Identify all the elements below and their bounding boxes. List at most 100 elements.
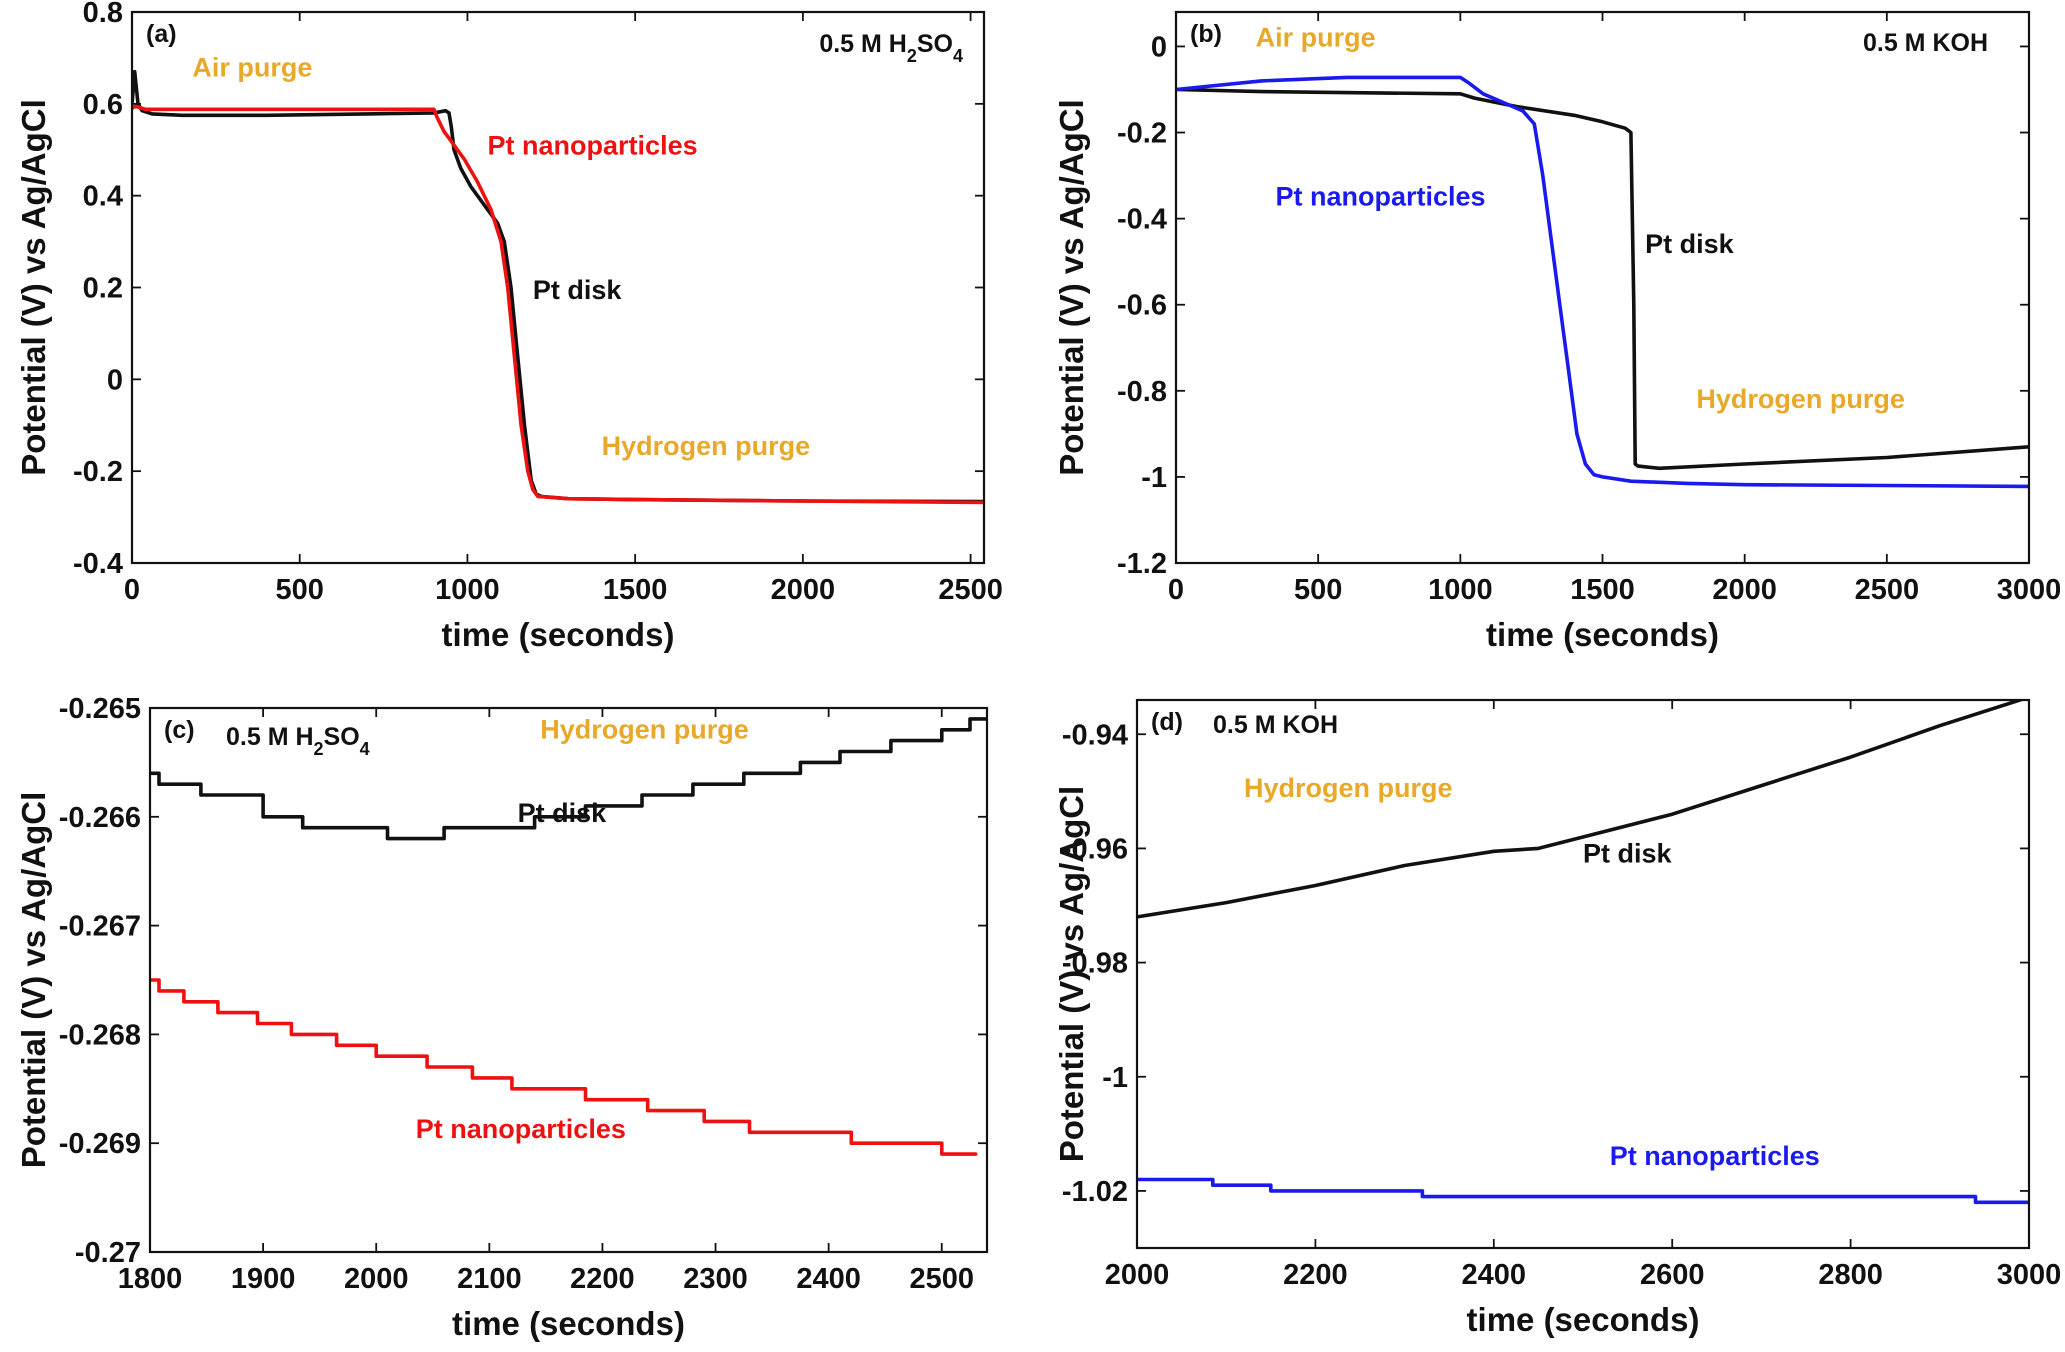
panel-b-xtick-label: 3000 bbox=[1997, 574, 2062, 606]
panel-d-annotation-pt-disk: Pt disk bbox=[1583, 839, 1673, 869]
panel-d-ytick-label: -1.02 bbox=[1062, 1176, 1128, 1208]
panel-c-title: 0.5 M H2SO4 bbox=[226, 723, 370, 759]
panel-c-title-sub2: 4 bbox=[360, 739, 370, 759]
panel-c-ytick-label: -0.268 bbox=[59, 1019, 141, 1051]
panel-b-ytick-label: -0.4 bbox=[1117, 204, 1167, 236]
panel-a-title-sub2: 4 bbox=[953, 46, 963, 66]
panel-d-frame bbox=[1135, 698, 2031, 1250]
panel-d-xtick-label: 2800 bbox=[1818, 1259, 1883, 1291]
panel-a-ytick-label: 0 bbox=[107, 364, 123, 396]
panel-b-annotation-pt-nanoparticles: Pt nanoparticles bbox=[1276, 182, 1486, 212]
panel-b-series-pt-disk bbox=[1176, 87, 2029, 471]
panel-a-title-main: 0.5 M H bbox=[819, 30, 907, 58]
panel-a-xlabel: time (seconds) bbox=[442, 616, 675, 653]
panel-c-annotation-hydrogen-purge: Hydrogen purge bbox=[540, 714, 749, 744]
panel-b-title: 0.5 M KOH bbox=[1863, 29, 1988, 57]
panel-d-series-pt-disk bbox=[1137, 700, 2026, 919]
panel-d-xtick-label: 3000 bbox=[1997, 1259, 2062, 1291]
panel-d-ytick-label: -1 bbox=[1102, 1062, 1128, 1094]
panel-a-ytick-label: 0.6 bbox=[83, 89, 123, 121]
panel-b-xtick-label: 500 bbox=[1294, 574, 1342, 606]
panel-b-ytick-label: -0.2 bbox=[1117, 118, 1167, 150]
panel-d-annotation-hydrogen-purge: Hydrogen purge bbox=[1244, 773, 1453, 803]
panel-a-ytick-label: -0.2 bbox=[73, 456, 123, 488]
panel-a-series-pt-nanoparticles bbox=[132, 104, 984, 505]
panel-d: 2000 2200 2400 2600 2800 3000 -1.02 -1 -0.98 -0.9… bbox=[1053, 698, 2062, 1338]
panel-b-annotation-air-purge: Air purge bbox=[1256, 22, 1376, 52]
panel-b-frame bbox=[1174, 10, 2031, 565]
panel-a-xtick-label: 2500 bbox=[938, 574, 1003, 606]
panel-b-ytick-label: -0.6 bbox=[1117, 290, 1167, 322]
panel-c-series-pt-disk bbox=[150, 717, 987, 841]
panel-d-xtick-label: 2600 bbox=[1640, 1259, 1705, 1291]
panel-c-xtick-label: 2200 bbox=[570, 1263, 635, 1295]
panel-c-xtick-label: 2400 bbox=[796, 1263, 861, 1295]
panel-a-title: 0.5 M H2SO4 bbox=[819, 30, 963, 66]
panel-d-xtick-label: 2400 bbox=[1462, 1259, 1527, 1291]
panel-a-ytick-label: 0.2 bbox=[83, 273, 123, 305]
panel-c-ytick-label: -0.267 bbox=[59, 911, 141, 943]
panel-c-ytick-label: -0.27 bbox=[75, 1237, 141, 1269]
panel-c-frame bbox=[148, 706, 989, 1254]
panel-b-annotation-hydrogen-purge: Hydrogen purge bbox=[1696, 384, 1905, 414]
panel-c-title-mid: SO bbox=[324, 723, 360, 751]
panel-a-xtick-label: 0 bbox=[124, 574, 140, 606]
panel-a-annotation-pt-disk: Pt disk bbox=[533, 275, 623, 305]
panel-b-ytick-label: -0.8 bbox=[1117, 376, 1167, 408]
panel-a-xtick-label: 2000 bbox=[771, 574, 836, 606]
panel-b-xlabel: time (seconds) bbox=[1486, 616, 1719, 653]
panel-c-series-pt-nanoparticles bbox=[150, 978, 978, 1156]
panel-a-annotation-hydrogen-purge: Hydrogen purge bbox=[602, 431, 811, 461]
panel-c: 1800 1900 2000 2100 2200 2300 2400 2500 -0.27 -0.… bbox=[15, 693, 989, 1342]
panel-b-ytick-label: -1.2 bbox=[1117, 548, 1167, 580]
panel-d-ylabel: Potential (V) vs Ag/AgCl bbox=[1053, 786, 1090, 1162]
panel-c-annotation-pt-disk: Pt disk bbox=[518, 798, 608, 828]
panel-c-xtick-label: 2000 bbox=[344, 1263, 409, 1295]
panel-c-xtick-label: 2300 bbox=[683, 1263, 748, 1295]
panel-c-ylabel: Potential (V) vs Ag/AgCl bbox=[15, 792, 52, 1168]
panel-b-annotation-pt-disk: Pt disk bbox=[1645, 229, 1735, 259]
panel-c-xtick-label: 1800 bbox=[118, 1263, 183, 1295]
panel-d-title: 0.5 M KOH bbox=[1213, 711, 1338, 739]
panel-d-xtick-label: 2200 bbox=[1283, 1259, 1348, 1291]
panel-b-series-pt-nanoparticles bbox=[1176, 75, 2029, 489]
panel-b-ylabel: Potential (V) vs Ag/AgCl bbox=[1053, 99, 1090, 475]
panel-c-ytick-label: -0.266 bbox=[59, 802, 141, 834]
panel-d-xlabel: time (seconds) bbox=[1467, 1301, 1700, 1338]
panel-b-xtick-label: 0 bbox=[1168, 574, 1184, 606]
panel-d-annotation-pt-nanoparticles: Pt nanoparticles bbox=[1610, 1141, 1820, 1171]
panel-d-ytick-label: -0.96 bbox=[1062, 833, 1128, 865]
panel-c-title-sub1: 2 bbox=[314, 739, 324, 759]
panel-a-label: (a) bbox=[146, 20, 177, 48]
panel-d-xtick-label: 2000 bbox=[1105, 1259, 1170, 1291]
panel-a-annotation-air-purge: Air purge bbox=[192, 52, 312, 82]
panel-a-xtick-label: 500 bbox=[276, 574, 324, 606]
panel-a-title-mid: SO bbox=[917, 30, 953, 58]
panel-a-xtick-label: 1500 bbox=[603, 574, 668, 606]
panel-d-ytick-label: -0.94 bbox=[1062, 719, 1128, 751]
panel-a-title-sub1: 2 bbox=[907, 46, 917, 66]
panel-b-label: (b) bbox=[1190, 20, 1222, 48]
panel-c-title-main: 0.5 M H bbox=[226, 723, 314, 751]
panel-c-xtick-label: 2100 bbox=[457, 1263, 522, 1295]
panel-d-ytick-label: -0.98 bbox=[1062, 948, 1128, 980]
panel-a-ytick-label: 0.8 bbox=[83, 0, 123, 29]
panel-a-annotation-pt-nanoparticles: Pt nanoparticles bbox=[488, 130, 698, 160]
panel-b-xtick-label: 2500 bbox=[1855, 574, 1920, 606]
panel-b-ytick-label: 0 bbox=[1151, 31, 1167, 63]
panel-b-xtick-label: 2000 bbox=[1712, 574, 1777, 606]
panel-c-ytick-label: -0.269 bbox=[59, 1128, 141, 1160]
panel-c-xtick-label: 2500 bbox=[909, 1263, 974, 1295]
panel-c-annotation-pt-nanoparticles: Pt nanoparticles bbox=[416, 1114, 626, 1144]
panel-b: 0 500 1000 1500 2000 2500 3000 -1.2 -1 -0.8 -0.6 -0… bbox=[1053, 10, 2062, 653]
panel-c-xtick-label: 1900 bbox=[231, 1263, 296, 1295]
panel-c-xlabel: time (seconds) bbox=[452, 1305, 685, 1342]
panel-b-ytick-label: -1 bbox=[1141, 462, 1167, 494]
panel-a-ytick-label: -0.4 bbox=[73, 548, 123, 580]
panel-a-xtick-label: 1000 bbox=[435, 574, 500, 606]
panel-a: 0 500 1000 1500 2000 2500 -0.4 -0.2 0 0.2 0.4 0.6 0.… bbox=[15, 0, 1003, 653]
panel-b-xtick-label: 1500 bbox=[1570, 574, 1635, 606]
panel-a-ylabel: Potential (V) vs Ag/AgCl bbox=[15, 99, 52, 475]
panel-c-ytick-label: -0.265 bbox=[59, 693, 141, 725]
